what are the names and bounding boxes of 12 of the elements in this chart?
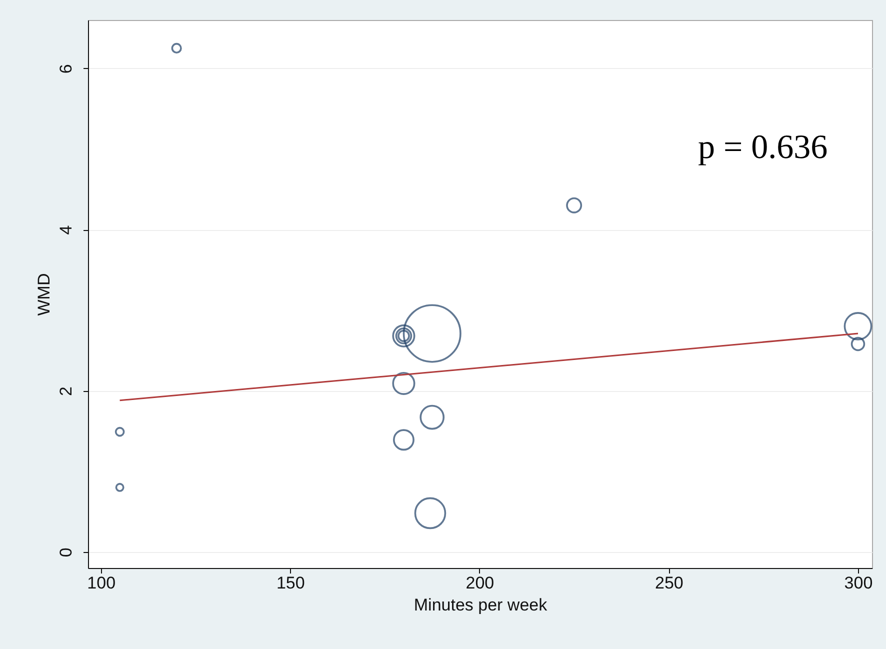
y-tick-label: 0: [56, 548, 76, 558]
y-tick-label: 2: [56, 386, 76, 396]
x-tick-label: 100: [87, 574, 116, 592]
x-tick-label: 150: [276, 574, 305, 592]
x-tick-label: 250: [655, 574, 684, 592]
x-axis-title: Minutes per week: [414, 596, 548, 614]
x-tick-label: 300: [844, 574, 873, 592]
x-tick-label: 200: [466, 574, 494, 592]
y-tick-label: 4: [56, 225, 76, 235]
annotation: p = 0.636: [698, 129, 828, 166]
y-tick-label: 6: [56, 64, 76, 74]
y-axis-title: WMD: [34, 273, 54, 316]
